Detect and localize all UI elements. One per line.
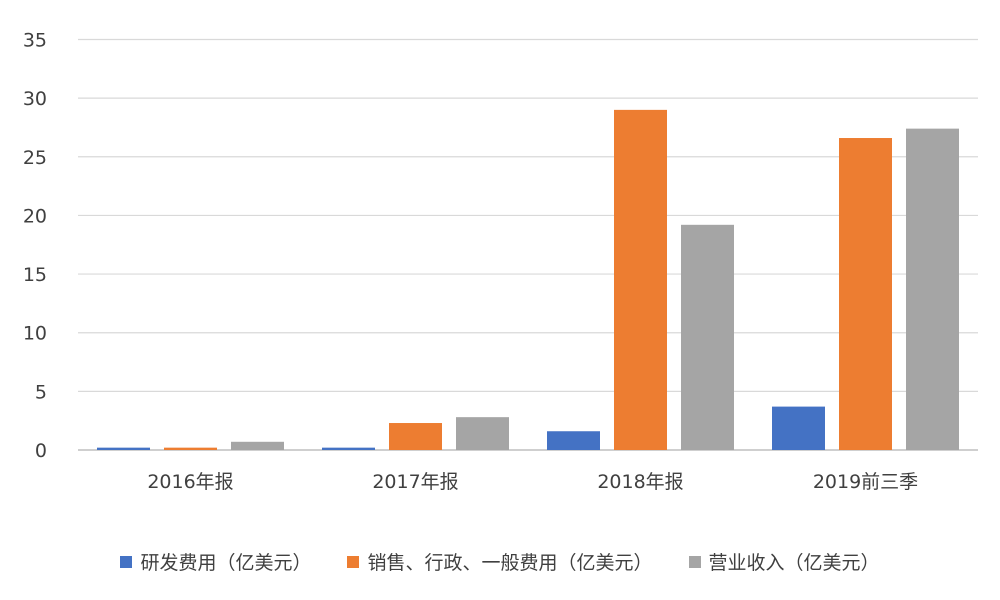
y-tick-label: 35 [23, 30, 47, 52]
bar-revenue [456, 417, 509, 450]
x-tick-label: 2017年报 [372, 471, 458, 493]
legend-swatch-sga [347, 555, 360, 568]
y-tick-label: 5 [35, 381, 47, 403]
bar-sga [164, 447, 217, 450]
x-tick-label: 2018年报 [597, 471, 683, 493]
legend-label-revenue: 营业收入（亿美元） [708, 552, 880, 574]
y-tick-label: 15 [23, 264, 47, 286]
legend-item-sga: 销售、行政、一般费用（亿美元） [347, 548, 653, 575]
bar-revenue [681, 224, 734, 450]
legend-item-revenue: 营业收入（亿美元） [688, 548, 880, 575]
bar-sga [614, 109, 667, 450]
bar-rd [322, 447, 375, 450]
x-tick-label: 2019前三季 [813, 471, 918, 493]
legend-swatch-rd [120, 555, 133, 568]
legend: 研发费用（亿美元） 销售、行政、一般费用（亿美元） 营业收入（亿美元） [0, 548, 1000, 575]
bar-revenue [906, 128, 959, 450]
bar-chart-plot: 0 5 10 15 20 25 30 35 2016年报 2017年报 2018年报 2019前三季 [23, 30, 978, 493]
legend-label-rd: 研发费用（亿美元） [140, 552, 312, 574]
y-tick-label: 10 [23, 323, 47, 345]
x-tick-label: 2016年报 [147, 471, 233, 493]
bar-rd [772, 406, 825, 450]
legend-swatch-revenue [688, 555, 701, 568]
bar-sga [389, 423, 442, 450]
y-tick-label: 30 [23, 88, 47, 110]
bar-sga [839, 138, 892, 450]
y-tick-label: 20 [23, 205, 47, 227]
legend-label-sga: 销售、行政、一般费用（亿美元） [367, 552, 653, 574]
y-tick-label: 0 [35, 440, 47, 462]
bar-rd [547, 431, 600, 450]
legend-item-rd: 研发费用（亿美元） [120, 548, 311, 575]
bar-revenue [231, 441, 284, 450]
y-tick-label: 25 [23, 147, 47, 169]
bar-rd [97, 447, 150, 450]
